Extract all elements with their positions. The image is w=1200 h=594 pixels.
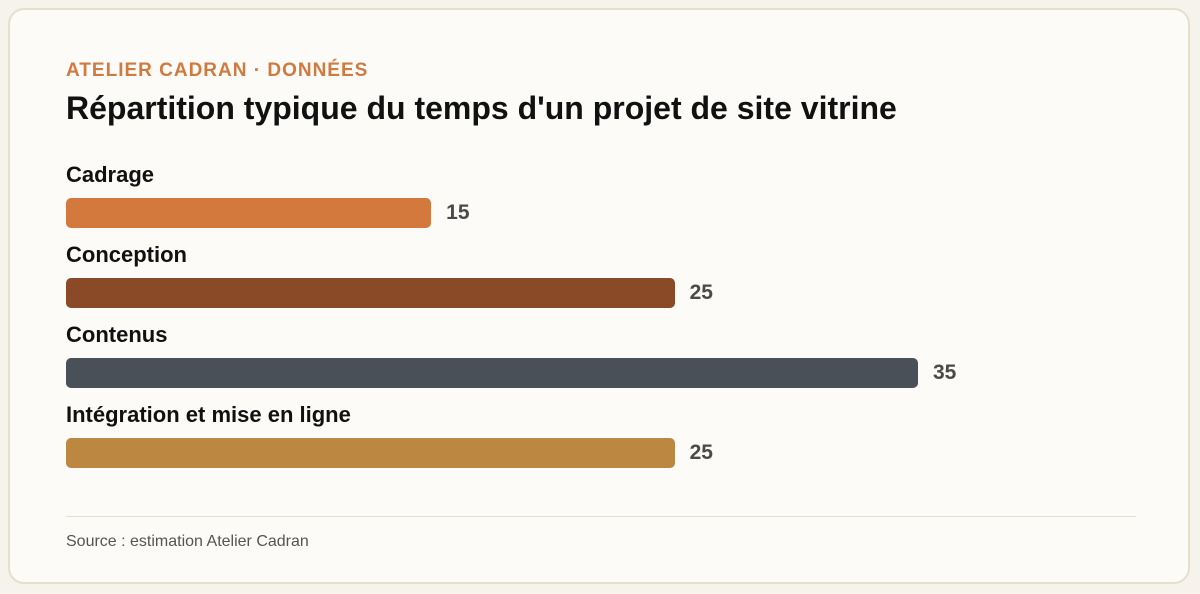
bar-category-label: Conception xyxy=(66,242,187,267)
chart-card: ATELIER CADRAN · DONNÉES Répartition typ… xyxy=(8,8,1190,584)
bar-category-label: Contenus xyxy=(66,322,168,347)
bar xyxy=(66,278,675,308)
bar-row: Conception 25 xyxy=(66,240,1136,320)
bar xyxy=(66,438,675,468)
bar-value-label: 25 xyxy=(689,281,713,304)
bar-value-label: 35 xyxy=(933,361,957,384)
bar-row: Cadrage 15 xyxy=(66,160,1136,240)
bar xyxy=(66,358,918,388)
footer-divider xyxy=(66,516,1136,517)
source-note: Source : estimation Atelier Cadran xyxy=(66,533,309,550)
eyebrow-label: ATELIER CADRAN · DONNÉES xyxy=(66,60,369,81)
chart-title: Répartition typique du temps d'un projet… xyxy=(66,90,897,126)
bar-value-label: 25 xyxy=(689,441,713,464)
bar-row: Intégration et mise en ligne 25 xyxy=(66,400,1136,480)
bar-value-label: 15 xyxy=(446,201,470,224)
bar xyxy=(66,198,432,228)
bar-chart: Cadrage 15 Conception 25 Contenus 35 Intégrati… xyxy=(66,160,1136,480)
bar-category-label: Intégration et mise en ligne xyxy=(66,402,351,427)
bar-category-label: Cadrage xyxy=(66,162,155,187)
bar-row: Contenus 35 xyxy=(66,320,1136,400)
